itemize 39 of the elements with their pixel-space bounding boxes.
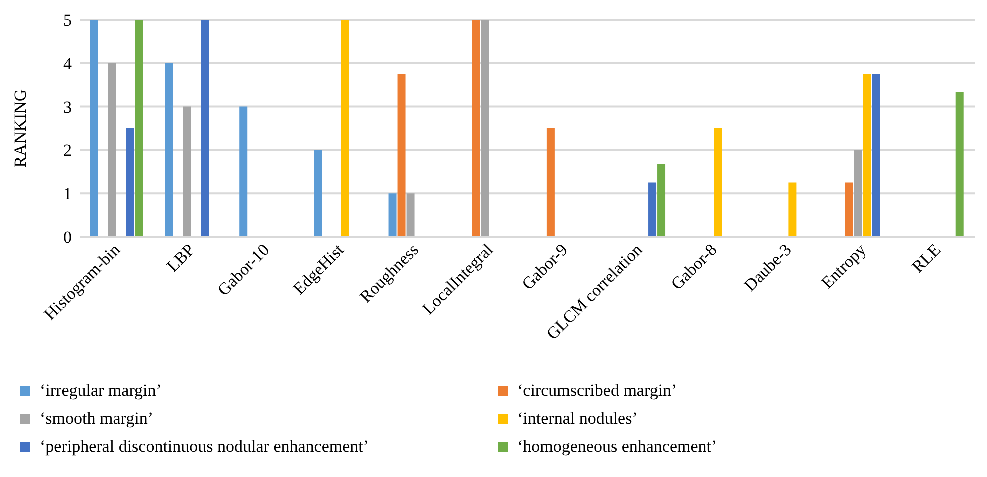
bar (108, 63, 116, 237)
bar (546, 128, 555, 237)
legend-label: ‘circumscribed margin’ (518, 381, 678, 401)
y-tick-label: 1 (64, 184, 72, 204)
bar (341, 20, 350, 237)
y-tick-label: 0 (64, 228, 72, 248)
legend-label: ‘internal nodules’ (518, 409, 638, 429)
bar (201, 20, 210, 237)
bar (165, 63, 174, 237)
bar (648, 182, 657, 237)
legend-label: ‘irregular margin’ (40, 381, 162, 401)
bar (788, 182, 797, 237)
bar (658, 164, 666, 237)
y-tick-label: 2 (64, 141, 72, 160)
legend-label: ‘smooth margin’ (40, 409, 154, 429)
bar (126, 128, 134, 237)
y-tick-label: 5 (64, 11, 72, 30)
bar (956, 92, 964, 237)
bar (135, 20, 144, 237)
y-tick-label: 3 (64, 98, 72, 117)
bar (388, 194, 397, 237)
bar (845, 182, 854, 237)
bar (240, 106, 248, 237)
bar (90, 20, 98, 237)
bar (872, 74, 880, 237)
bar (398, 74, 406, 237)
bar (183, 106, 192, 237)
x-tick-label: LBP (163, 240, 199, 276)
bar (481, 20, 490, 237)
bar (863, 74, 872, 237)
bar (714, 128, 722, 237)
bar (314, 150, 322, 237)
bar (406, 194, 415, 237)
y-tick-label: 4 (64, 54, 72, 74)
bar (854, 150, 862, 237)
legend-label: ‘peripheral discontinuous nodular enhancement’ (40, 437, 370, 457)
bar (472, 20, 480, 237)
legend-label: ‘homogeneous enhancement’ (518, 437, 718, 457)
y-axis-title: RANKING (11, 89, 30, 168)
